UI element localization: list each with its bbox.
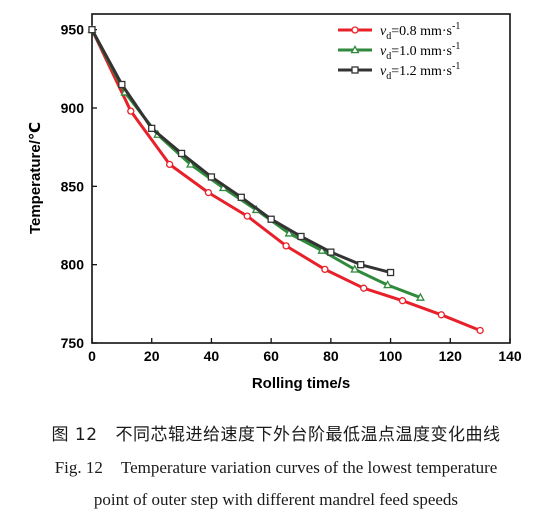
data-point [386,268,395,277]
data-point [357,261,365,269]
caption-en-label: Fig. 12 [54,458,103,477]
series-circle [88,26,484,335]
series-line [90,28,391,274]
data-point [360,284,368,292]
data-point [165,160,174,169]
line-chart: 0 20 40 60 80 100 120 140 750 800 850 900 950 vd=0.8… [27,13,522,392]
data-point [350,264,360,273]
legend-marker [351,66,359,74]
data-point [297,232,305,241]
data-point [267,215,275,223]
caption-cn-label: 图 12 [51,425,98,445]
axis-ticks: 0 20 40 60 80 100 120 140 750 800 850 900 950 [61,22,522,364]
legend-item: vd=1.2 mm·s-1 [338,61,460,82]
data-point [284,228,294,237]
data-point [317,245,327,254]
legend-label: vd=0.8 mm·s-1 [380,21,460,42]
data-point [437,311,445,319]
data-point [476,326,484,335]
legend-item: vd=1.0 mm·s-1 [338,41,460,62]
x-axis-label: Rolling time/s [252,375,350,392]
legend-label: vd=1.0 mm·s-1 [380,41,460,62]
legend-marker [350,45,360,54]
series-square [88,26,395,277]
x-tick-label: 120 [439,348,463,364]
data-point [186,159,196,168]
x-tick-label: 100 [379,348,403,364]
y-tick-label: 750 [61,335,85,351]
data-point [177,149,186,158]
data-point [415,292,425,301]
x-tick-label: 80 [323,348,339,364]
y-tick-label: 900 [61,100,85,116]
data-point [127,107,135,115]
data-point [327,248,335,256]
plot-frame [91,13,511,344]
caption-en-text-line2: point of outer step with different mandr… [93,490,459,509]
data-point [383,280,393,289]
series-triangle [87,24,425,301]
legend-label: vd=1.2 mm·s-1 [380,61,460,82]
y-tick-label: 950 [61,22,85,38]
legend-item: vd=0.8 mm·s-1 [338,21,460,42]
data-point [398,297,407,305]
y-tick-label: 850 [61,178,85,194]
x-tick-label: 60 [263,348,279,364]
caption-en-text-line1: Temperature variation curves of the lowe… [120,458,498,477]
data-point [88,26,96,34]
data-point [204,188,213,197]
y-axis-label: Temperature/℃ [27,122,44,234]
data-point [118,80,126,89]
figure-caption-english-line1: Fig. 12 Temperature variation curves of t… [0,458,552,478]
legend-marker [351,26,359,34]
figure-caption-english-line2: point of outer step with different mandr… [0,490,552,510]
series-layer [87,24,484,335]
x-tick-label: 0 [88,348,96,364]
figure-caption-chinese: 图 12 不同芯辊进给速度下外台阶最低温点温度变化曲线 [0,420,552,445]
data-point [237,193,245,201]
caption-cn-text: 不同芯辊进给速度下外台阶最低温点温度变化曲线 [115,425,501,445]
x-tick-label: 140 [498,348,522,364]
x-tick-label: 20 [144,348,160,364]
data-point [148,124,156,133]
legend: vd=0.8 mm·s-1vd=1.0 mm·s-1vd=1.2 mm·s-1 [338,21,460,82]
data-point [282,242,290,250]
x-tick-label: 40 [204,348,220,364]
data-point [321,265,329,274]
data-point [207,173,216,181]
data-point [243,212,251,220]
y-tick-label: 800 [61,257,85,273]
